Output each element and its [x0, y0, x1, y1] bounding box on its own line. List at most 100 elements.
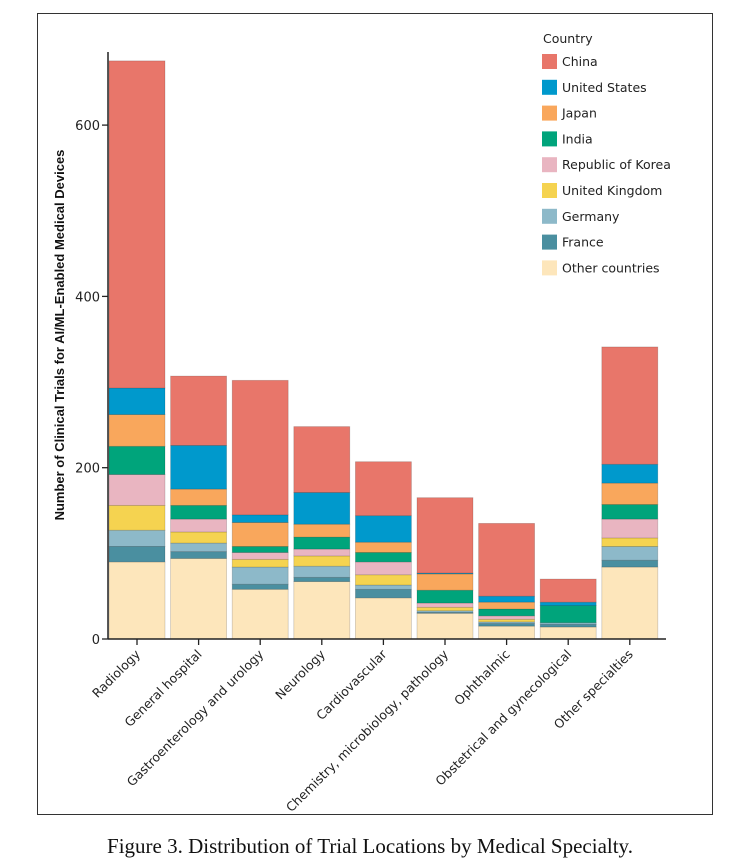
bar-segment-other-countries: [416, 612, 474, 640]
bar-segment-other-countries: [354, 597, 412, 640]
x-tick-label: Radiology: [89, 646, 144, 701]
bar-segment-republic-of-korea: [231, 552, 289, 560]
bar-segment-china: [108, 60, 166, 389]
bar-segment-india: [478, 608, 536, 617]
legend-label: United Kingdom: [562, 183, 662, 198]
legend-label: Other countries: [562, 260, 660, 275]
legend-label: Republic of Korea: [562, 157, 671, 172]
y-tick-label: 600: [75, 119, 100, 134]
y-axis-label: Number of Clinical Trials for AI/ML-Enab…: [52, 150, 67, 521]
bar-segment-germany: [231, 566, 289, 585]
bar-segment-china: [170, 375, 228, 446]
bar-segment-india: [108, 445, 166, 475]
bar-segment-united-kingdom: [354, 574, 412, 586]
legend-swatch: [542, 105, 557, 121]
bar-segment-republic-of-korea: [293, 548, 351, 557]
bar-segment-united-states: [108, 387, 166, 415]
bar-segment-united-kingdom: [416, 606, 474, 612]
bar-segment-japan: [478, 601, 536, 610]
bar-segment-germany: [293, 565, 351, 578]
y-tick-label: 200: [75, 462, 100, 477]
bar-segment-united-states: [354, 515, 412, 543]
bar-segment-united-kingdom: [170, 531, 228, 544]
legend-label: United States: [562, 80, 647, 95]
bar-segment-united-kingdom: [231, 558, 289, 568]
bar-segment-japan: [601, 482, 659, 505]
bar-segment-germany: [354, 584, 412, 590]
legend-label: France: [562, 235, 604, 250]
bar-segment-india: [293, 536, 351, 550]
bar-segment-india: [601, 504, 659, 520]
bar-segment-france: [354, 588, 412, 599]
bar-segment-japan: [293, 523, 351, 538]
bar-segment-other-countries: [539, 626, 597, 640]
legend-label: India: [562, 131, 593, 146]
bar-segment-united-states: [539, 601, 597, 606]
legend-swatch: [542, 157, 557, 173]
bar-segment-other-countries: [601, 566, 659, 640]
bar-segment-france: [170, 551, 228, 559]
bar-segment-japan: [170, 488, 228, 506]
legend-swatch: [542, 131, 557, 147]
x-tick-label: Gastroenterology and urology: [124, 646, 267, 789]
bar-segment-republic-of-korea: [601, 518, 659, 539]
bar-segment-china: [416, 497, 474, 574]
bar-segment-germany: [601, 546, 659, 561]
bar-segment-china: [231, 379, 289, 516]
legend-label: Germany: [562, 209, 620, 224]
bar-segment-india: [231, 546, 289, 553]
bar-segment-republic-of-korea: [170, 518, 228, 533]
bar-segment-united-states: [231, 514, 289, 523]
legend-swatch: [542, 260, 557, 276]
bar-segment-other-countries: [170, 558, 228, 640]
bar-segment-france: [293, 576, 351, 583]
bar-segment-germany: [108, 529, 166, 547]
bar-segment-germany: [170, 542, 228, 553]
legend-title: Country: [543, 31, 593, 46]
legend-swatch: [542, 208, 557, 224]
bar-segment-united-states: [293, 492, 351, 525]
bar-segment-china: [293, 426, 351, 493]
bar-segment-india: [539, 605, 597, 624]
legend-swatch: [542, 79, 557, 95]
bar-segment-republic-of-korea: [354, 561, 412, 576]
bar-segment-france: [231, 583, 289, 590]
bar-segment-china: [478, 522, 536, 597]
bar-segment-india: [354, 552, 412, 563]
x-tick-label: Neurology: [272, 646, 328, 702]
x-tick-label: Ophthalmic: [451, 646, 513, 708]
bar-segment-united-states: [478, 595, 536, 603]
bar-segment-united-kingdom: [601, 537, 659, 547]
y-tick-label: 0: [92, 633, 100, 648]
bar-segment-japan: [231, 522, 289, 547]
y-tick-label: 400: [75, 290, 100, 305]
bar-segment-republic-of-korea: [108, 474, 166, 506]
bar-segment-other-countries: [231, 588, 289, 640]
bar-segment-united-states: [601, 463, 659, 484]
bar-segment-france: [601, 559, 659, 568]
bar-segment-japan: [108, 414, 166, 447]
bar-segment-other-countries: [108, 561, 166, 640]
bar-segment-united-states: [170, 445, 228, 490]
bar-segment-china: [354, 461, 412, 517]
bar-segment-united-kingdom: [108, 504, 166, 531]
bar-segment-china: [539, 578, 597, 603]
figure-caption: Figure 3. Distribution of Trial Location…: [107, 834, 633, 858]
bar-segment-republic-of-korea: [478, 615, 536, 620]
bar-segment-united-kingdom: [293, 555, 351, 567]
legend-swatch: [542, 183, 557, 198]
legend-label: Japan: [561, 106, 597, 121]
figure-frame: [37, 13, 713, 815]
bar-segment-other-countries: [478, 625, 536, 640]
bar-segment-republic-of-korea: [416, 602, 474, 608]
legend-swatch: [542, 234, 557, 250]
legend-swatch: [542, 54, 557, 69]
legend-label: China: [562, 54, 598, 69]
bar-segment-india: [170, 504, 228, 520]
bar-segment-japan: [354, 541, 412, 553]
bar-segment-japan: [416, 573, 474, 591]
bar-segment-other-countries: [293, 581, 351, 640]
bar-segment-france: [108, 546, 166, 563]
bar-segment-china: [601, 346, 659, 465]
